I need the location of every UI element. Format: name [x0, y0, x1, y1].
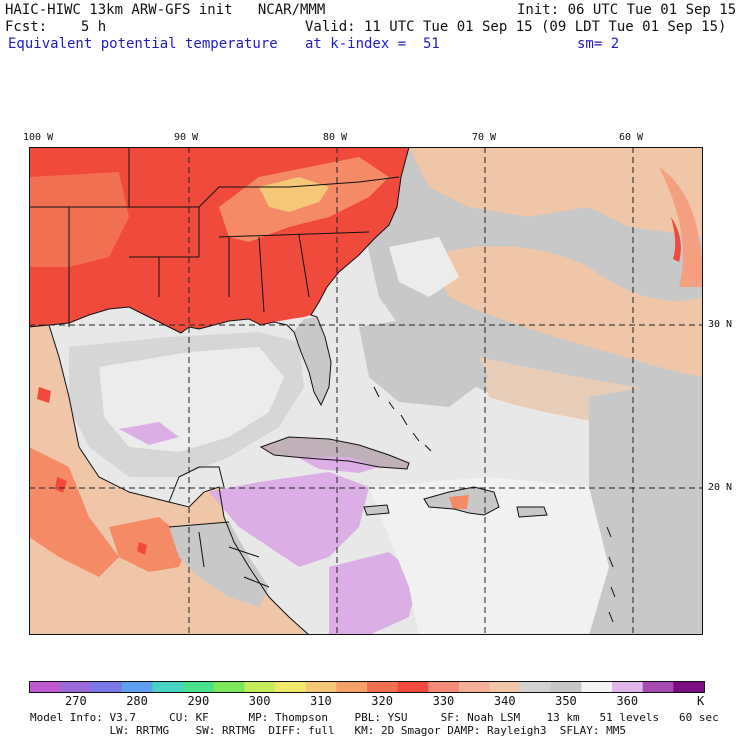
colorbar-swatch — [213, 681, 245, 693]
colorbar-tick-label: 300 — [248, 694, 271, 708]
colorbar-tick-label: 310 — [310, 694, 332, 708]
colorbar-swatch — [612, 681, 644, 693]
mexico-warm-patch-west — [29, 447, 119, 577]
colorbar-swatch — [458, 681, 491, 693]
colorbar-swatch — [367, 681, 399, 693]
colorbar-swatch — [550, 681, 582, 693]
colorbar-swatch — [244, 681, 276, 693]
colorbar-swatch — [121, 681, 154, 693]
yucatan-coastline — [168, 466, 225, 503]
lat-label-30n: 30 N — [708, 319, 733, 330]
atlantic-tan-band-north — [409, 147, 703, 237]
gulf-lilac-patch — [119, 422, 179, 445]
central-america-gray — [169, 522, 269, 607]
us-warm-patch-texas — [29, 172, 129, 267]
colorbar-swatch — [183, 681, 215, 693]
caribbean-light-east — [369, 477, 609, 635]
puerto-rico-land — [517, 507, 547, 517]
colorbar-swatch — [520, 681, 552, 693]
lon-label-70w: 70 W — [472, 132, 497, 143]
colorbar-swatch — [581, 681, 613, 693]
caribbean-lilac-west — [209, 472, 369, 567]
lon-label-60w: 60 W — [619, 132, 644, 143]
atlantic-light-west — [389, 237, 459, 297]
atlantic-tan-east-edge — [659, 167, 703, 287]
map-frame — [29, 147, 703, 635]
colorbar-swatch — [91, 681, 123, 693]
theta-e-map — [29, 147, 703, 635]
lat-label-20n: 20 N — [708, 482, 733, 493]
colorbar-swatch — [275, 681, 307, 693]
colorbar-tick-label: 340 — [493, 694, 516, 708]
model-info-line2: LW: RRTMG SW: RRTMG DIFF: full KM: 2D Sm… — [30, 724, 627, 737]
florida-land — [294, 317, 331, 405]
colorbar-swatch — [642, 681, 674, 693]
mexico-coastline — [48, 324, 310, 635]
colorbar-tick-label: 350 — [555, 694, 577, 708]
island-chain — [373, 386, 616, 623]
colorbar-tick-label: 360 — [616, 694, 639, 708]
valid-time: Valid: 11 UTC Tue 01 Sep 15 (09 LDT Tue … — [305, 19, 727, 35]
hispaniola-outline — [423, 486, 500, 516]
state-borders — [29, 147, 400, 327]
colorbar-tick-label: K — [697, 694, 705, 708]
colorbar-tick-label: 330 — [432, 694, 455, 708]
model-title: HAIC-HIWC 13km ARW-GFS init NCAR/MMM — [5, 2, 326, 18]
colorbar-swatch — [489, 681, 521, 693]
colorbar-swatch — [673, 681, 705, 693]
level-index: at k-index = 51 — [305, 36, 440, 52]
lon-label-100w: 100 W — [23, 132, 54, 143]
caribbean-lilac-south — [329, 552, 419, 635]
jamaica-outline — [363, 504, 390, 516]
colorbar-swatch — [30, 681, 62, 693]
cuba-outline — [259, 436, 410, 470]
cuba-land — [261, 437, 409, 469]
colorbar-swatch — [60, 681, 92, 693]
colorbar-tick-label: 280 — [126, 694, 148, 708]
atlantic-hot-streak — [671, 217, 681, 262]
us-coastline — [29, 147, 410, 407]
colorbar — [29, 681, 705, 693]
smoothing: sm= 2 — [577, 36, 620, 52]
init-time: Init: 06 UTC Tue 01 Sep 15 — [517, 2, 737, 18]
colorbar-swatch — [428, 681, 460, 693]
hispaniola-warm — [449, 495, 469, 509]
jamaica-land — [364, 505, 389, 515]
colorbar-frame — [29, 681, 705, 693]
field-name: Equivalent potential temperature — [8, 36, 278, 52]
colorbar-tick-label: 320 — [371, 694, 393, 708]
colorbar-swatch — [305, 681, 337, 693]
colorbar-swatch — [336, 681, 368, 693]
central-america-borders — [168, 521, 270, 588]
forecast-hour: Fcst: 5 h — [5, 19, 107, 35]
mexico-warm-patch-south — [109, 517, 189, 572]
cuba-lilac — [297, 457, 379, 473]
colorbar-swatch — [152, 681, 184, 693]
lon-label-80w: 80 W — [323, 132, 348, 143]
colorbar-tick-label: 270 — [65, 694, 87, 708]
atlantic-tan-band-mid — [429, 246, 703, 377]
lat-lon-grid — [29, 147, 703, 635]
coastlines — [29, 147, 616, 635]
puerto-rico-outline — [516, 506, 548, 518]
bahamas-gray — [359, 317, 489, 407]
colorbar-swatch — [397, 681, 429, 693]
lon-label-90w: 90 W — [174, 132, 199, 143]
colorbar-tick-label: 290 — [187, 694, 210, 708]
atlantic-gray-lower — [589, 377, 703, 635]
model-info-line1: Model Info: V3.7 CU: KF MP: Thompson PBL… — [30, 711, 719, 724]
